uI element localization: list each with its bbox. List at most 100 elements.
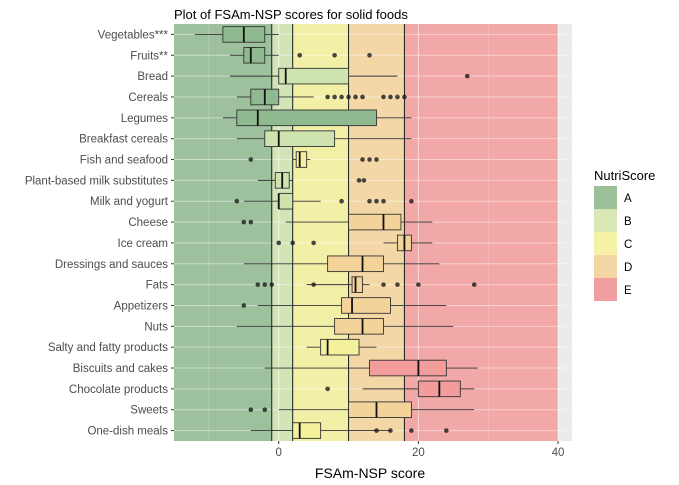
box-1 (194, 26, 279, 43)
outlier-point (402, 94, 407, 100)
outlier-point (332, 94, 337, 100)
outlier-point (409, 198, 414, 204)
outlier-point (234, 198, 240, 204)
outlier-point (360, 157, 365, 162)
y-tick-label: Bread (137, 71, 168, 83)
box-7 (248, 151, 379, 168)
y-tick-label: One-dish meals (87, 426, 168, 438)
legend-swatch-e (594, 278, 617, 301)
chart-title: Plot of FSAm-NSP scores for solid foods (174, 7, 408, 22)
box-iqr (278, 192, 294, 210)
outlier-point (444, 428, 449, 433)
y-tick-label: Biscuits and cakes (73, 363, 168, 375)
box-iqr (295, 151, 308, 168)
y-tick-label: Dressings and sauces (55, 259, 168, 271)
outlier-point (374, 157, 379, 162)
y-tick-label: Salty and fatty products (48, 342, 168, 354)
outlier-point (471, 282, 477, 287)
outlier-point (248, 407, 254, 413)
legend-label-b: B (624, 216, 632, 228)
box-4 (236, 88, 407, 106)
box-12 (243, 255, 440, 273)
outlier-point (311, 282, 316, 287)
x-tick-labels: 0 20 40 (276, 441, 564, 459)
nutriscore-zone-d (348, 24, 405, 441)
y-tick-label: Fats (146, 280, 169, 292)
legend-label-c: C (624, 239, 632, 251)
box-15 (236, 318, 454, 335)
box-iqr (348, 213, 402, 231)
outlier-point (248, 219, 254, 225)
outlier-point (248, 157, 254, 162)
outlier-point (381, 198, 386, 204)
outlier-point (360, 94, 365, 100)
x-tick-label: 20 (412, 447, 425, 459)
outlier-point (311, 240, 316, 246)
box-iqr (334, 318, 384, 335)
y-tick-label: Appetizers (114, 300, 169, 312)
legend-label-e: E (624, 285, 632, 297)
box-iqr (351, 276, 363, 293)
nutriscore-zone-a (174, 24, 272, 441)
y-tick-label: Fish and seafood (80, 155, 168, 167)
outlier-point (395, 94, 400, 100)
outlier-point (464, 73, 470, 79)
outlier-point (395, 282, 400, 287)
box-iqr (292, 422, 322, 439)
y-tick-label: Cheese (128, 217, 168, 229)
y-tick-label: Nuts (144, 321, 168, 333)
outlier-point (353, 94, 358, 100)
box-iqr (348, 401, 412, 418)
y-tick-label: Plant-based milk substitutes (25, 175, 168, 187)
outlier-point (367, 157, 372, 162)
y-tick-label: Chocolate products (69, 384, 168, 396)
box-13 (255, 276, 477, 293)
outlier-point (276, 240, 282, 246)
outlier-point (367, 198, 372, 204)
outlier-point (381, 282, 386, 287)
legend-title: NutriScore (594, 168, 655, 183)
y-tick-label: Legumes (121, 113, 169, 125)
legend-swatch-d (594, 255, 617, 278)
outlier-point (374, 428, 379, 433)
box-8 (257, 172, 367, 189)
outlier-point (409, 428, 414, 433)
nutriscore-zone-e (404, 24, 559, 441)
box-9 (234, 192, 414, 210)
box-6 (236, 130, 412, 147)
legend-swatch-a (594, 186, 617, 209)
y-tick-label: Breakfast cereals (79, 134, 168, 146)
outlier-point (241, 219, 247, 225)
y-tick-label: Milk and yogurt (90, 196, 169, 208)
legend-swatch-c (594, 232, 617, 255)
box-16 (306, 338, 377, 356)
box-14 (241, 297, 447, 314)
outlier-point (339, 94, 344, 100)
box-2 (229, 47, 372, 64)
y-tick-label: Cereals (128, 92, 168, 104)
outlier-point (388, 428, 393, 433)
box-10 (241, 213, 433, 231)
box-17 (264, 359, 478, 377)
y-tick-label: Vegetables*** (98, 29, 169, 41)
outlier-point (297, 52, 302, 58)
outlier-point (356, 178, 362, 183)
legend-label-a: A (624, 193, 632, 205)
outlier-point (290, 240, 296, 246)
outlier-point (325, 94, 330, 100)
box-19 (248, 401, 475, 418)
box-iqr (278, 67, 350, 85)
box-11 (276, 234, 433, 252)
legend-swatch-b (594, 209, 617, 232)
y-tick-label: Sweets (130, 405, 168, 417)
outlier-point (346, 94, 351, 100)
outlier-point (361, 178, 367, 183)
x-tick-label: 0 (276, 447, 282, 459)
box-iqr (243, 47, 266, 64)
y-tick-label: Ice cream (118, 238, 169, 250)
box-iqr (327, 255, 384, 273)
outlier-point (325, 386, 330, 392)
outlier-point (255, 282, 261, 287)
